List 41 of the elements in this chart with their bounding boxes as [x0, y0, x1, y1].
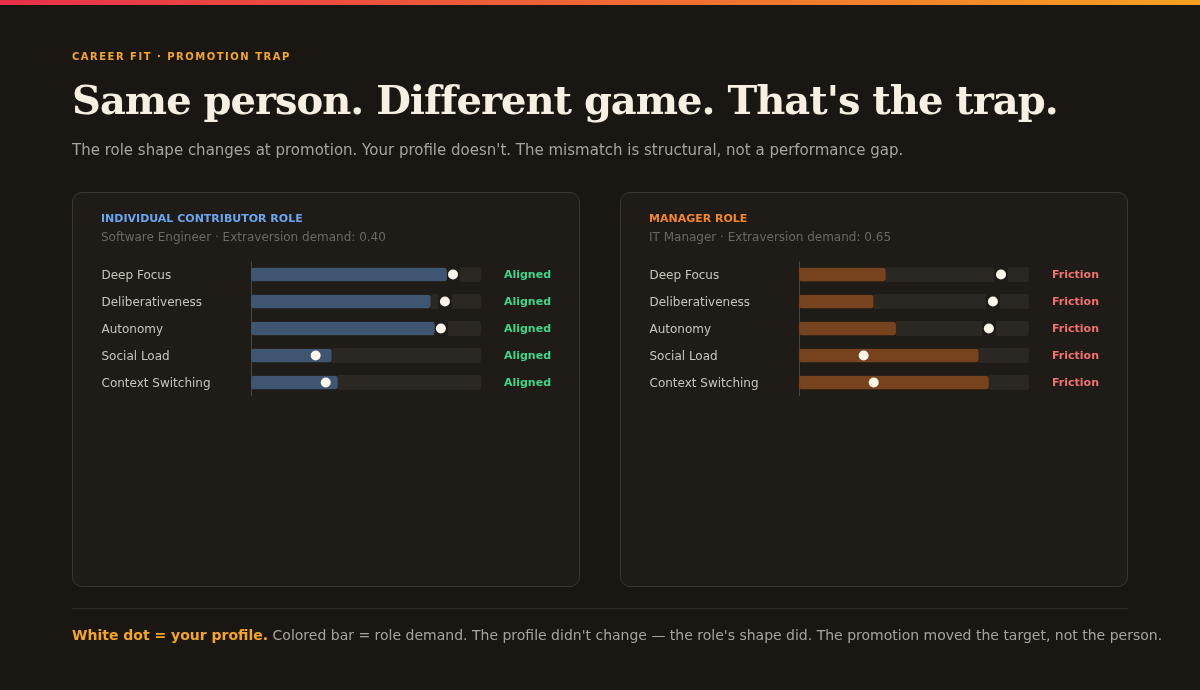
text: Friction	[1052, 348, 1099, 362]
point	[983, 323, 994, 334]
chart-title: INDIVIDUAL CONTRIBUTOR ROLE	[101, 212, 303, 225]
text: Aligned	[503, 321, 551, 335]
text: Aligned	[503, 348, 551, 362]
text: Aligned	[503, 267, 551, 281]
y-tick-label: Social Load	[101, 348, 170, 363]
text: Same person. Different game. That's the trap.	[72, 76, 1058, 123]
point	[448, 269, 458, 280]
text: CAREER FIT · PROMOTION TRAP	[72, 51, 291, 62]
text: Aligned	[503, 294, 551, 308]
text: Friction	[1052, 321, 1099, 335]
point	[858, 350, 869, 361]
text: The role shape changes at promotion. Your profile doesn't. The mismatch is structural, not a performance gap.	[72, 141, 904, 159]
y-tick-label: Deep Focus	[101, 267, 172, 282]
y-tick-label: Autonomy	[101, 321, 164, 336]
y-tick-label: Deliberativeness	[649, 294, 751, 309]
point	[996, 269, 1006, 280]
text: Friction	[1052, 294, 1099, 308]
chart-subtitle: IT Manager · Extraversion demand: 0.65	[649, 230, 892, 244]
text: White dot = your profile.	[72, 627, 269, 643]
point	[987, 296, 998, 307]
y-tick-label: Deep Focus	[649, 267, 720, 282]
y-tick-label: Autonomy	[649, 321, 712, 336]
y-tick-label: Deliberativeness	[101, 294, 203, 309]
point	[320, 377, 331, 388]
text: Colored bar = role demand. The profile didn't change — the role's shape did. The promotion moved the target, not the person.	[272, 627, 1163, 643]
text: Friction	[1052, 375, 1099, 389]
y-tick-label: Social Load	[649, 348, 718, 363]
point	[310, 350, 321, 361]
text: Aligned	[503, 375, 551, 389]
point	[868, 377, 879, 388]
text: Friction	[1052, 267, 1099, 281]
point	[435, 323, 446, 334]
y-tick-label: Context Switching	[649, 375, 759, 390]
bar	[251, 321, 435, 336]
y-tick-label: Context Switching	[101, 375, 211, 390]
text: MANAGER ROLE	[649, 212, 748, 225]
bar	[251, 267, 447, 282]
chart-subtitle: Software Engineer · Extraversion demand: 0.40	[101, 230, 386, 244]
point	[439, 296, 450, 307]
